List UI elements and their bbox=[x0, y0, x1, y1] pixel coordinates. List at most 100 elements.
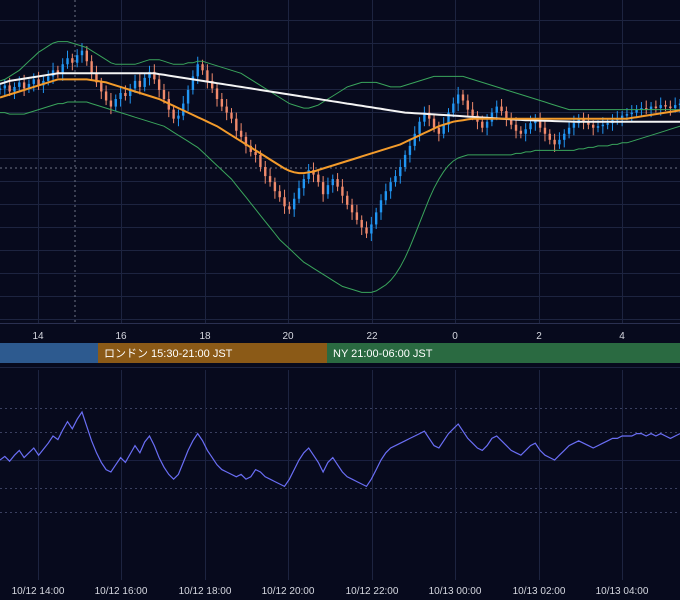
session-bar: ロンドン 15:30-21:00 JST NY 21:00-06:00 JST bbox=[0, 343, 680, 363]
candle-body bbox=[423, 112, 426, 122]
candle-body bbox=[601, 124, 605, 127]
candle-body bbox=[495, 106, 498, 113]
candle-body bbox=[591, 124, 595, 128]
candle-body bbox=[177, 115, 180, 119]
candle-body bbox=[640, 108, 643, 110]
candle-body bbox=[239, 130, 243, 137]
candle-body bbox=[413, 133, 416, 146]
candle-body bbox=[124, 92, 127, 96]
candle-body bbox=[673, 105, 677, 109]
ma-short-line bbox=[0, 78, 680, 175]
main-axis-tick-label: 2 bbox=[536, 331, 542, 342]
candle-body bbox=[143, 77, 146, 87]
candle-body bbox=[635, 109, 638, 113]
candle-body bbox=[346, 195, 349, 205]
candle-body bbox=[481, 121, 484, 128]
candle-body bbox=[196, 64, 199, 77]
candle-body bbox=[529, 123, 532, 130]
candle-body bbox=[471, 109, 474, 116]
candle-body bbox=[519, 130, 523, 134]
candle-body bbox=[235, 118, 238, 131]
candle-body bbox=[654, 106, 658, 109]
candle-body bbox=[664, 105, 667, 107]
candle-body bbox=[567, 127, 571, 134]
candle-body bbox=[0, 88, 2, 90]
oscillator-grid bbox=[0, 370, 680, 580]
candle-body bbox=[437, 127, 441, 134]
candle-body bbox=[297, 188, 301, 199]
candle-body bbox=[201, 64, 204, 71]
candle-body bbox=[456, 94, 460, 104]
sma-long-line bbox=[0, 72, 680, 123]
candle-body bbox=[514, 124, 518, 131]
candle-body bbox=[587, 121, 590, 125]
candle-body bbox=[206, 70, 209, 81]
candle-body bbox=[56, 70, 60, 74]
candle-body bbox=[350, 204, 354, 213]
candle-body bbox=[210, 80, 214, 89]
candle-body bbox=[264, 167, 267, 177]
candle-body bbox=[95, 73, 98, 83]
candle-body bbox=[669, 106, 672, 109]
session-tokyo bbox=[0, 343, 98, 363]
candle-body bbox=[553, 139, 556, 145]
candle-body bbox=[283, 197, 286, 207]
candle-body bbox=[625, 114, 629, 116]
candle-body bbox=[80, 50, 84, 56]
candle-body bbox=[543, 127, 547, 134]
session-london bbox=[98, 343, 327, 363]
candle-body bbox=[254, 151, 257, 155]
bollinger-upper-line bbox=[0, 41, 680, 111]
candle-body bbox=[452, 103, 455, 113]
candle-body bbox=[85, 50, 89, 62]
main-time-axis: 14 16 18 20 22 0 2 4 bbox=[32, 331, 625, 342]
bottom-axis-tick-label: 10/12 20:00 bbox=[262, 586, 315, 597]
candle-body bbox=[408, 145, 412, 155]
candle-body bbox=[331, 179, 334, 186]
main-axis-tick-label: 18 bbox=[199, 331, 211, 342]
candle-body bbox=[630, 112, 633, 115]
main-axis-tick-label: 4 bbox=[619, 331, 625, 342]
oscillator-panel[interactable] bbox=[0, 370, 680, 580]
candle-body bbox=[268, 176, 272, 183]
candle-body bbox=[244, 136, 248, 146]
bottom-axis-tick-label: 10/13 02:00 bbox=[513, 586, 566, 597]
candle-body bbox=[538, 118, 542, 128]
candle-body bbox=[3, 85, 7, 89]
candle-body bbox=[288, 206, 291, 210]
candle-body bbox=[32, 79, 35, 84]
candle-body bbox=[461, 94, 465, 101]
candle-body bbox=[432, 118, 436, 128]
main-price-panel[interactable] bbox=[0, 0, 680, 323]
candle-body bbox=[326, 185, 330, 195]
candle-body bbox=[273, 182, 277, 192]
candle-body bbox=[374, 212, 378, 225]
candle-body bbox=[66, 58, 69, 65]
candle-body bbox=[148, 71, 151, 78]
candle-body bbox=[133, 80, 137, 89]
candle-body bbox=[317, 174, 320, 183]
candle-body bbox=[370, 224, 373, 234]
candle-body bbox=[485, 121, 489, 128]
candle-body bbox=[582, 118, 585, 122]
candle-body bbox=[37, 79, 40, 86]
candle-body bbox=[157, 79, 161, 90]
candle-body bbox=[379, 200, 383, 213]
candle-body bbox=[230, 112, 233, 119]
candle-body bbox=[13, 86, 16, 92]
candle-body bbox=[399, 167, 402, 177]
candle-body bbox=[606, 123, 609, 125]
candle-body bbox=[119, 92, 122, 100]
candle-body bbox=[8, 85, 11, 92]
candle-body bbox=[678, 103, 680, 106]
bottom-axis-tick-label: 10/12 16:00 bbox=[95, 586, 148, 597]
candle-body bbox=[389, 182, 392, 192]
candle-body bbox=[259, 154, 262, 168]
candle-body bbox=[596, 126, 600, 128]
session-london-label: ロンドン 15:30-21:00 JST bbox=[104, 348, 233, 360]
candle-body bbox=[129, 88, 132, 96]
bottom-axis-tick-label: 10/12 14:00 bbox=[12, 586, 65, 597]
candle-body bbox=[659, 105, 662, 109]
